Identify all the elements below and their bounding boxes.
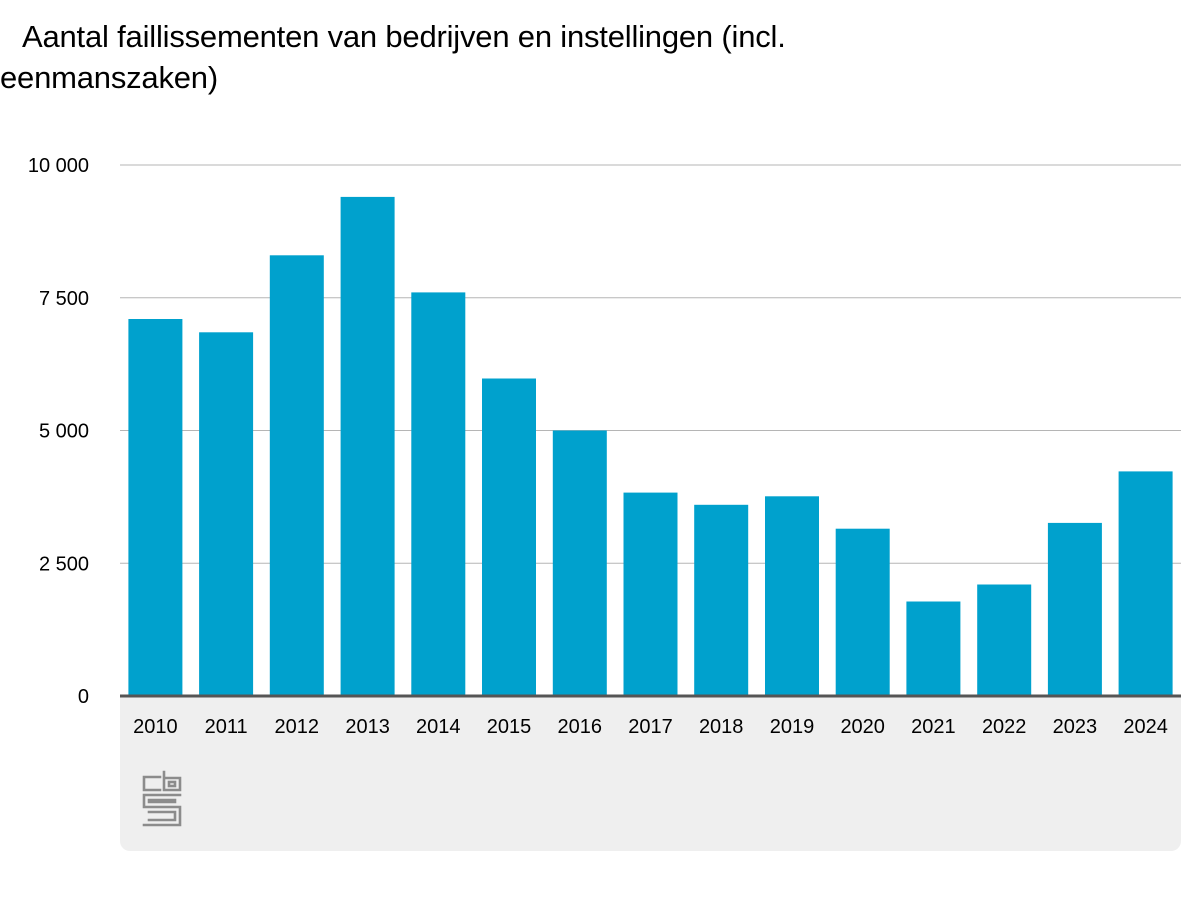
source-footer-panel <box>120 697 1181 851</box>
bar-2020 <box>835 528 890 696</box>
x-tick-label: 2022 <box>982 716 1027 738</box>
x-tick-label: 2012 <box>275 716 320 738</box>
bar-2012 <box>269 255 324 697</box>
y-tick-label: 5 000 <box>39 421 89 443</box>
bar-2010 <box>128 319 183 696</box>
cbs-logo-icon <box>142 770 182 827</box>
y-tick-label: 2 500 <box>39 553 89 575</box>
bar-2019 <box>765 496 819 696</box>
x-tick-label: 2021 <box>911 716 956 738</box>
y-tick-label: 10 000 <box>28 155 89 177</box>
bar-2013 <box>340 196 395 696</box>
x-tick-label: 2019 <box>770 716 815 738</box>
bar-2018 <box>694 504 749 696</box>
x-tick-label: 2018 <box>699 716 744 738</box>
bar-2015 <box>482 378 536 696</box>
y-tick-label: 7 500 <box>39 288 89 310</box>
x-tick-label: 2024 <box>1123 716 1168 738</box>
bar-2022 <box>977 584 1032 696</box>
x-tick-label: 2015 <box>487 716 532 738</box>
bar-2011 <box>199 332 254 696</box>
bar-2021 <box>906 601 961 696</box>
bar-2024 <box>1118 471 1173 696</box>
x-tick-label: 2013 <box>345 716 390 738</box>
x-tick-label: 2016 <box>558 716 603 738</box>
x-tick-label: 2014 <box>416 716 461 738</box>
bar-2014 <box>411 292 466 696</box>
x-tick-label: 2010 <box>133 716 178 738</box>
x-tick-label: 2017 <box>628 716 673 738</box>
x-tick-label: 2020 <box>840 716 885 738</box>
y-tick-label: 0 <box>78 686 89 708</box>
bar-2017 <box>623 492 678 696</box>
x-tick-label: 2023 <box>1053 716 1098 738</box>
chart-title: Aantal faillissementen van bedrijven en … <box>0 19 786 95</box>
bar-2023 <box>1047 522 1102 696</box>
bar-2016 <box>552 430 607 696</box>
x-tick-label: 2011 <box>205 716 248 738</box>
